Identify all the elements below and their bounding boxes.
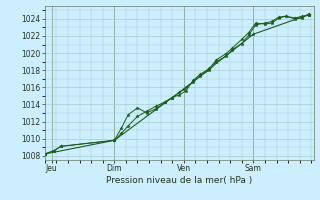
- X-axis label: Pression niveau de la mer( hPa ): Pression niveau de la mer( hPa ): [106, 176, 252, 185]
